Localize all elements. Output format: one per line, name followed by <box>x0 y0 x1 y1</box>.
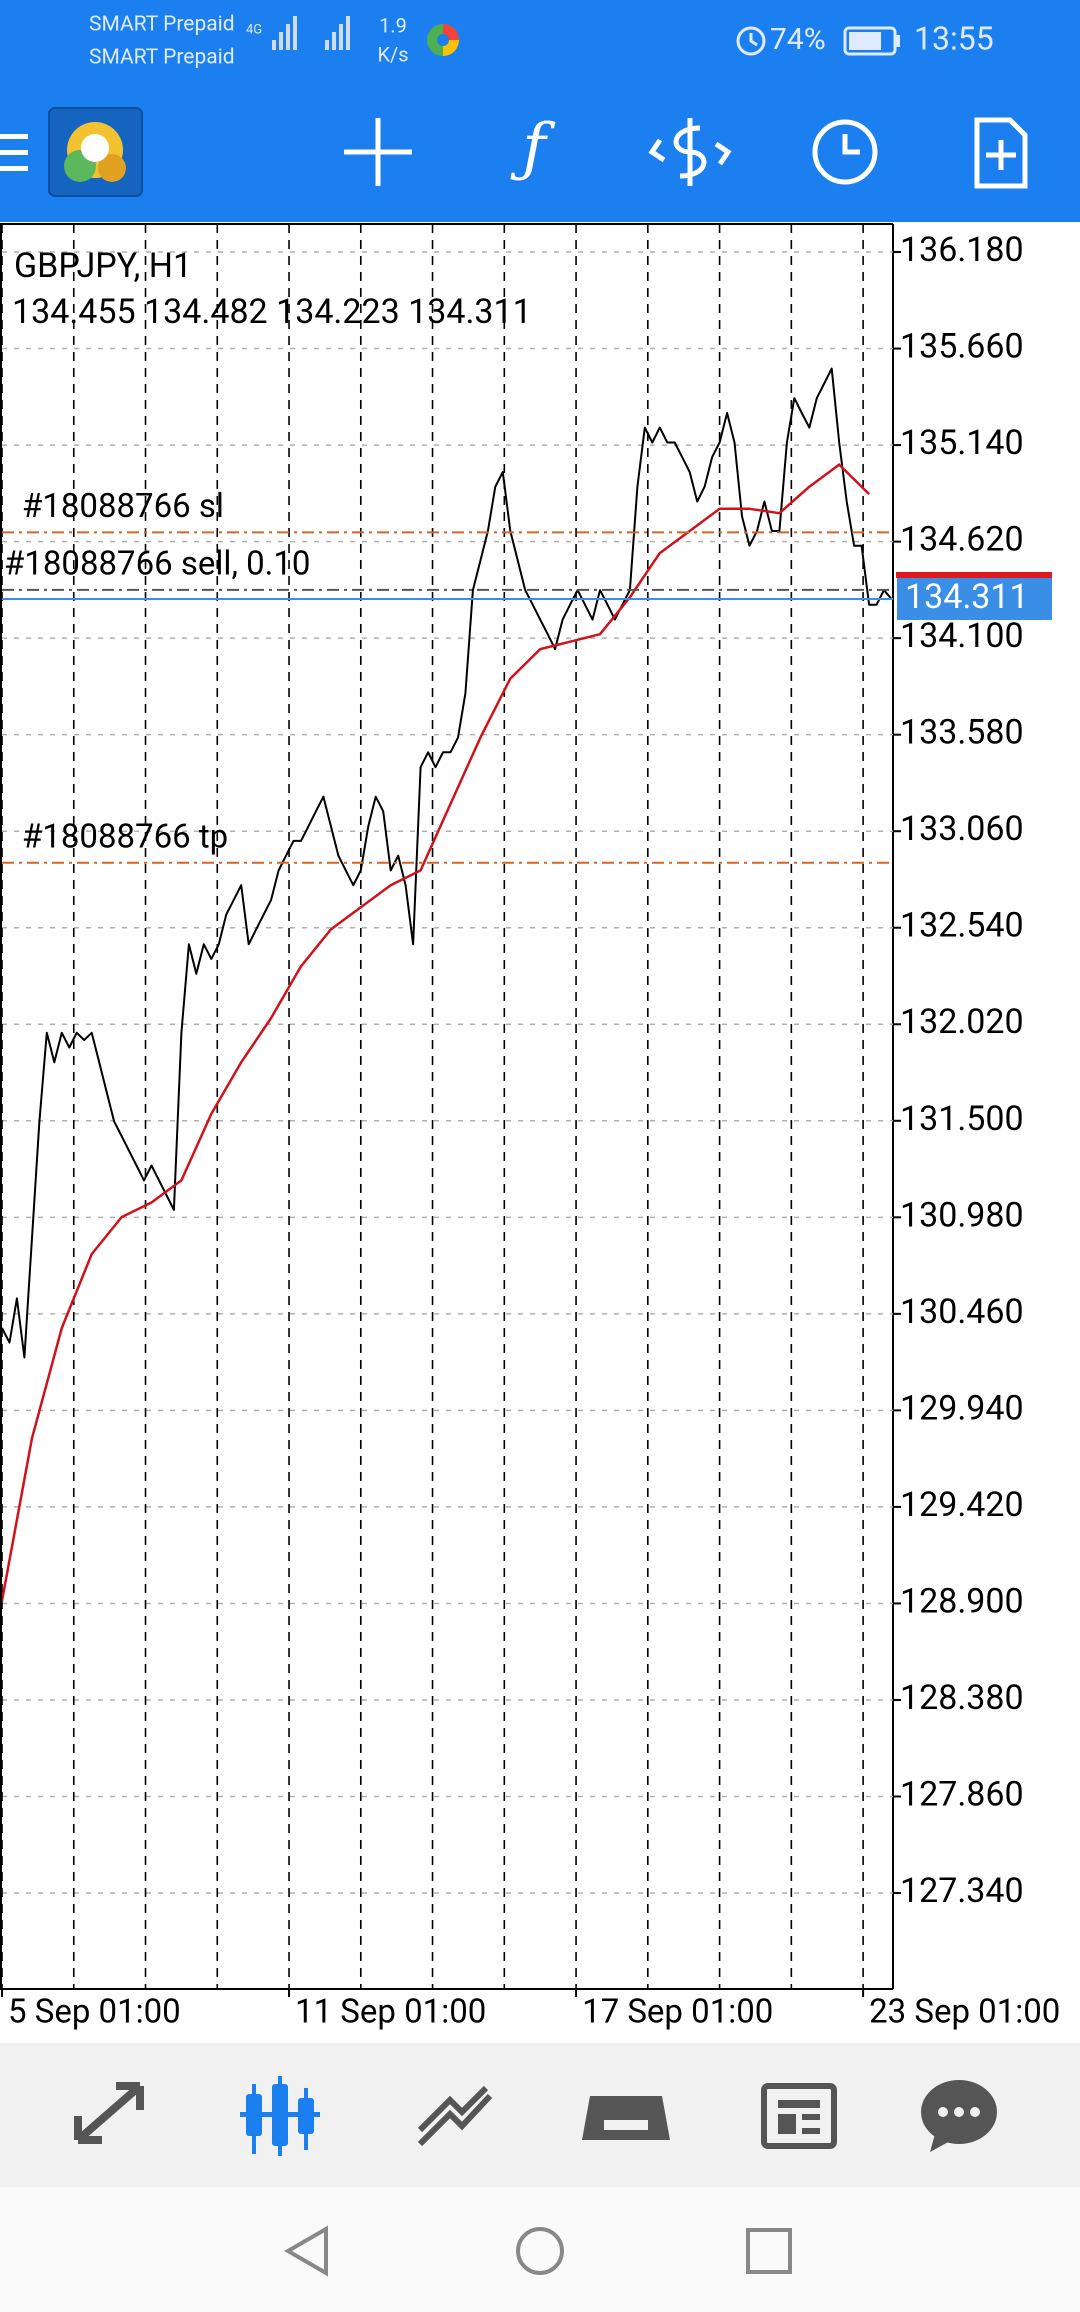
y-tick-label: 135.140 <box>900 423 1024 463</box>
y-tick-label: 127.860 <box>900 1774 1024 1814</box>
plot <box>2 367 893 1602</box>
new-order-button[interactable] <box>974 117 1028 189</box>
y-tick-label: 128.900 <box>900 1581 1024 1621</box>
order-label: #18088766 tp <box>22 817 228 856</box>
back-button[interactable] <box>284 2225 328 2277</box>
bid-price-label: 134.311 <box>905 577 1029 617</box>
y-tick-label: 131.500 <box>900 1099 1024 1139</box>
signal-icons <box>272 16 350 50</box>
trade-button[interactable] <box>648 118 732 186</box>
chart-tab[interactable] <box>240 2076 320 2156</box>
history-tab[interactable] <box>582 2096 670 2140</box>
y-tick-label: 130.980 <box>900 1195 1024 1235</box>
trade-tab[interactable] <box>417 2085 493 2147</box>
y-tick-label: 134.100 <box>900 616 1024 656</box>
carrier: SMART Prepaid <box>89 46 235 70</box>
bid-price-box <box>897 577 1052 620</box>
alarm-icon <box>736 26 766 56</box>
news-tab[interactable] <box>761 2083 837 2149</box>
y-tick-label: 129.940 <box>900 1388 1024 1428</box>
x-tick-label: 23 Sep 01:00 <box>869 1993 1060 2032</box>
y-tick-label: 132.020 <box>900 1002 1024 1042</box>
recents-button[interactable] <box>746 2228 792 2274</box>
chart-title: GBPJPY, H1 <box>14 246 192 286</box>
y-tick-label: 130.460 <box>900 1292 1024 1332</box>
bottom-nav <box>0 2043 1080 2187</box>
chat-tab[interactable] <box>921 2080 997 2152</box>
network: 4G <box>246 22 262 37</box>
app-logo[interactable] <box>48 107 143 197</box>
chart-area <box>1 223 1079 1989</box>
x-tick-label: 11 Sep 01:00 <box>295 1993 486 2032</box>
y-tick-label: 134.620 <box>900 520 1024 560</box>
price-line <box>2 463 870 1602</box>
speed: 1.9 <box>379 13 407 37</box>
y-tick-label: 133.060 <box>900 809 1024 849</box>
clock: 13:55 <box>914 19 994 57</box>
period-button[interactable] <box>812 119 878 185</box>
menu-button[interactable] <box>0 134 28 171</box>
y-tick-label: 132.540 <box>900 906 1024 946</box>
y-tick-label: 135.660 <box>900 327 1024 367</box>
carrier: SMART Prepaid <box>89 13 235 37</box>
system-nav <box>0 2187 1080 2312</box>
y-tick-label: 129.420 <box>900 1485 1024 1525</box>
axes: 136.180 135.660 135.140 134.620 134.100 133.5… <box>1 230 1060 2032</box>
battery-level: 74% <box>770 22 826 57</box>
grid <box>1 224 893 1989</box>
y-tick-label: 127.340 <box>900 1871 1024 1911</box>
crosshair-button[interactable] <box>344 118 412 186</box>
y-tick-label: 128.380 <box>900 1678 1024 1718</box>
quotes-tab[interactable] <box>74 2082 144 2144</box>
order-label: #18088766 sl <box>22 487 224 526</box>
x-tick-label: 17 Sep 01:00 <box>582 1993 773 2032</box>
order-label: #18088766 sell, 0.10 <box>4 545 310 584</box>
battery-icon <box>843 26 900 56</box>
ohlc-values: 134.455 134.482 134.223 134.311 <box>12 292 532 332</box>
y-tick-label: 136.180 <box>900 230 1024 270</box>
home-button[interactable] <box>516 2227 564 2275</box>
speed-unit: K/s <box>377 42 408 66</box>
x-tick-label: 5 Sep 01:00 <box>8 1993 181 2032</box>
y-tick-label: 133.580 <box>900 713 1024 753</box>
price-line <box>2 367 893 1359</box>
app-notification-icon <box>427 24 459 56</box>
